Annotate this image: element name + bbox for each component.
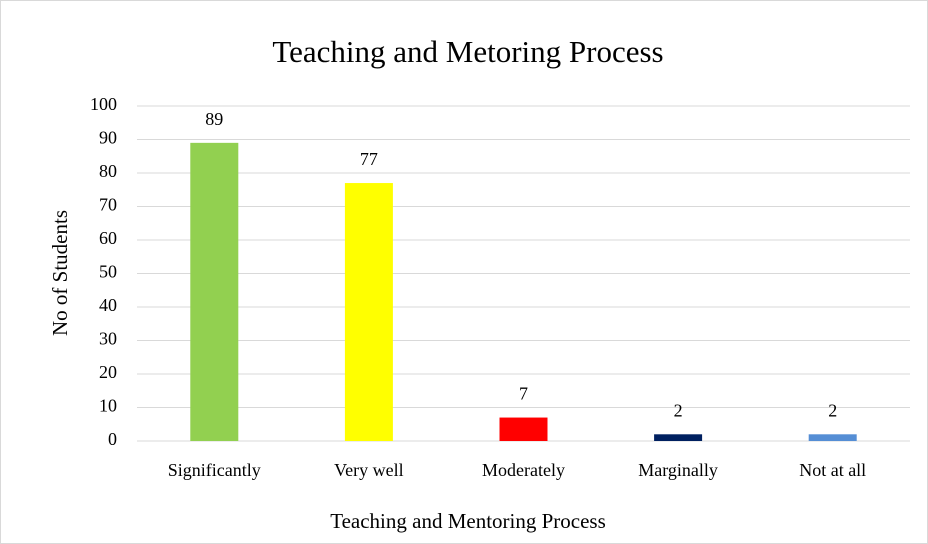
data-label: 2 bbox=[674, 400, 683, 420]
x-tick-label: Marginally bbox=[638, 460, 718, 480]
y-tick-label: 10 bbox=[99, 396, 117, 416]
x-tick-label: Very well bbox=[334, 460, 403, 480]
x-tick-label: Not at all bbox=[799, 460, 866, 480]
y-tick-label: 100 bbox=[90, 94, 117, 114]
y-tick-label: 20 bbox=[99, 362, 117, 382]
y-tick-label: 0 bbox=[108, 429, 117, 449]
bar bbox=[190, 142, 239, 441]
bar bbox=[654, 434, 703, 441]
x-tick-label: Moderately bbox=[482, 460, 565, 480]
bar bbox=[344, 183, 393, 442]
data-label: 89 bbox=[205, 109, 223, 129]
data-label: 2 bbox=[828, 400, 837, 420]
y-tick-label: 90 bbox=[99, 128, 117, 148]
chart-title: Teaching and Metoring Process bbox=[272, 34, 663, 69]
data-label: 77 bbox=[360, 149, 378, 169]
bar bbox=[499, 417, 548, 441]
y-tick-label: 30 bbox=[99, 329, 117, 349]
x-tick-label: Significantly bbox=[168, 460, 261, 480]
y-tick-label: 70 bbox=[99, 195, 117, 215]
bar bbox=[808, 434, 857, 441]
x-axis-title: Teaching and Mentoring Process bbox=[330, 509, 606, 533]
y-tick-label: 50 bbox=[99, 262, 117, 282]
y-tick-label: 40 bbox=[99, 295, 117, 315]
y-tick-label: 80 bbox=[99, 161, 117, 181]
y-axis-title: No of Students bbox=[48, 210, 72, 336]
data-label: 7 bbox=[519, 384, 528, 404]
y-tick-label: 60 bbox=[99, 228, 117, 248]
